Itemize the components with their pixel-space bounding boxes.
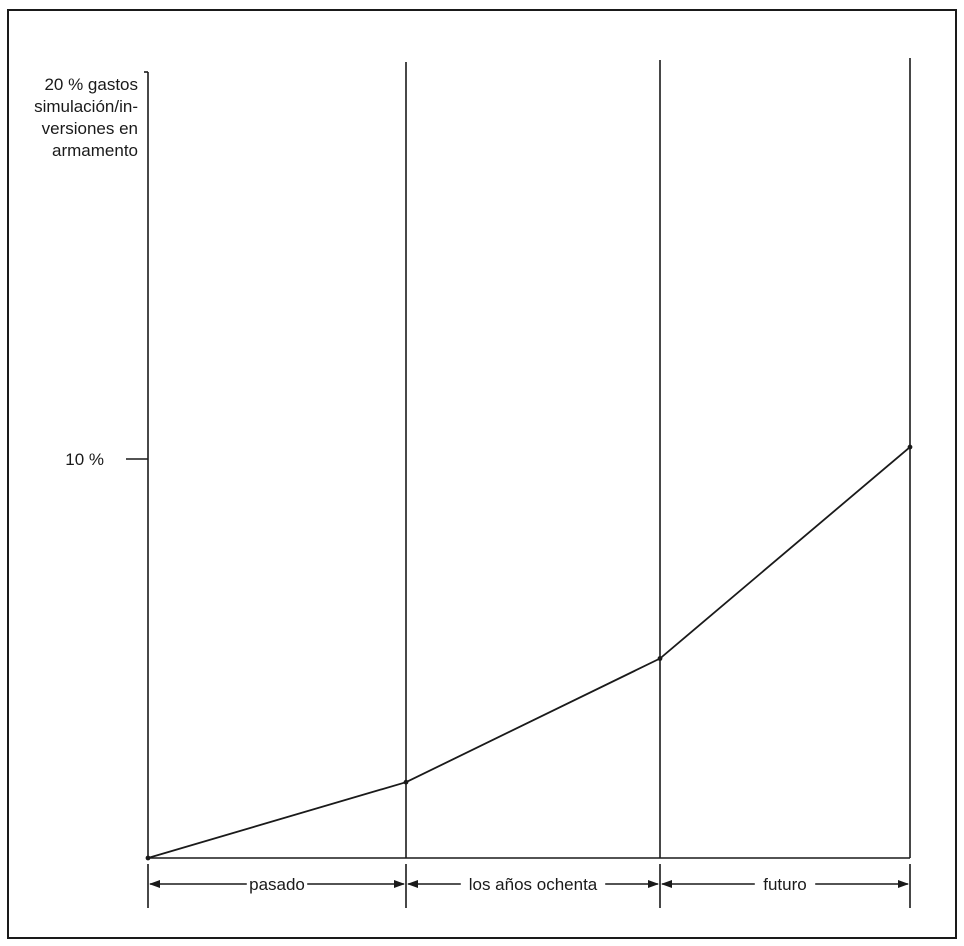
- period-arrow-head-right: [648, 880, 659, 888]
- y-axis-label-line-1: 20 % gastos: [44, 75, 138, 94]
- y-axis-label-line-4: armamento: [52, 141, 138, 160]
- period-label: los años ochenta: [469, 875, 598, 894]
- data-point: [403, 779, 409, 785]
- data-point: [657, 656, 663, 661]
- period-label: futuro: [763, 875, 806, 894]
- axes: [126, 58, 911, 908]
- y-axis-label-line-3: versiones en: [42, 119, 138, 138]
- data-point: [907, 444, 913, 450]
- period-arrow-head-left: [149, 880, 160, 888]
- period-label: pasado: [249, 875, 305, 894]
- series-line: [147, 446, 911, 859]
- period-arrow-head-left: [407, 880, 418, 888]
- y-tick-label: 10 %: [65, 450, 104, 469]
- period-arrow-head-left: [661, 880, 672, 888]
- y-axis-label-line-2: simulación/in-: [34, 97, 138, 116]
- data-series: [145, 444, 913, 861]
- data-point: [145, 855, 151, 861]
- labels: 20 % gastos simulación/in- versiones en …: [34, 75, 807, 894]
- period-arrow-head-right: [394, 880, 405, 888]
- period-arrow-head-right: [898, 880, 909, 888]
- outer-frame: [7, 9, 957, 939]
